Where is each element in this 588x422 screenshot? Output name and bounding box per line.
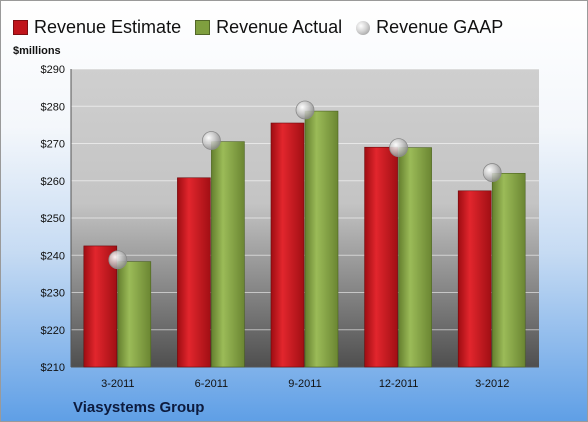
x-tick-label: 12-2011 [379, 378, 419, 390]
legend: Revenue Estimate Revenue Actual Revenue … [13, 17, 517, 38]
x-tick-label: 9-2011 [288, 378, 321, 390]
bar-revenue-estimate [457, 190, 492, 368]
point-revenue-gaap [108, 250, 128, 270]
y-tick-label: $240 [41, 250, 65, 262]
legend-swatch-actual [195, 20, 211, 35]
y-tick-label: $280 [41, 101, 65, 113]
bar-revenue-actual [117, 261, 152, 368]
legend-item-gaap: Revenue GAAP [356, 17, 503, 38]
y-tick-label: $260 [41, 176, 65, 188]
x-tick-label: 3-2012 [475, 378, 509, 390]
y-tick-label: $210 [41, 362, 65, 374]
y-tick-label: $250 [41, 213, 65, 225]
bar-revenue-actual [304, 110, 339, 368]
point-revenue-gaap [295, 100, 315, 120]
legend-item-actual: Revenue Actual [195, 17, 342, 38]
point-revenue-gaap [482, 163, 502, 182]
x-tick-label: 3-2011 [101, 378, 134, 390]
y-tick-label: $220 [41, 325, 65, 337]
bar-revenue-actual [211, 141, 245, 368]
legend-swatch-estimate [13, 20, 28, 35]
y-tick-label: $290 [41, 64, 65, 76]
bars [83, 100, 526, 368]
bar-revenue-actual [398, 147, 432, 368]
bar-revenue-actual [491, 173, 526, 368]
legend-label-estimate: Revenue Estimate [34, 17, 182, 37]
point-revenue-gaap [389, 138, 409, 157]
legend-label-actual: Revenue Actual [216, 17, 343, 37]
x-tick-label: 6-2011 [195, 378, 228, 390]
x-axis: 3-2011 6-2011 9-2011 12-2011 3-2012 [101, 378, 509, 390]
legend-label-gaap: Revenue GAAP [376, 17, 504, 37]
legend-marker-gaap [356, 20, 371, 35]
y-tick-label: $270 [41, 139, 65, 151]
bar-revenue-estimate [364, 146, 398, 368]
y-axis-unit-label: $millions [13, 45, 61, 57]
y-tick-label: $230 [41, 288, 65, 300]
bar-revenue-estimate [270, 122, 305, 368]
bar-revenue-estimate [177, 177, 211, 368]
point-revenue-gaap [201, 131, 221, 150]
legend-item-estimate: Revenue Estimate [13, 17, 181, 38]
company-name: Viasystems Group [73, 399, 205, 416]
